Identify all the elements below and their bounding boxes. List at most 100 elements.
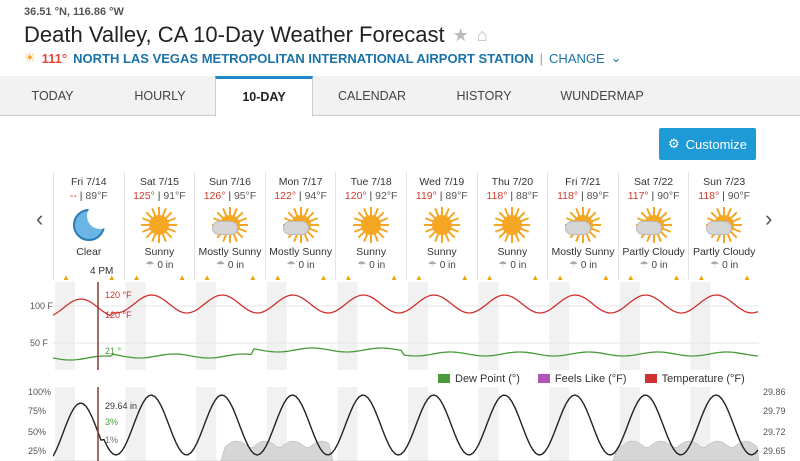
sun-markers: ▲ ▲ — [203, 273, 257, 282]
forecast-day[interactable]: Sun 7/16 126° | 95°F Mostly Sunny ☂ 0 in ▲ ▲ — [194, 172, 265, 282]
tab-10-day[interactable]: 10-DAY — [215, 76, 313, 117]
day-precip-value: 0 in — [439, 260, 456, 271]
day-high: 125° — [133, 190, 155, 202]
day-low: 89°F — [586, 190, 609, 202]
day-condition: Sunny — [426, 246, 457, 258]
chevron-down-icon[interactable]: ⌄ — [610, 50, 622, 65]
moon-icon — [69, 203, 113, 245]
cursor-time: 4 PM — [90, 266, 114, 277]
day-date: Fri 7/14 — [70, 176, 107, 188]
night-band — [125, 387, 146, 461]
day-high: 126° — [203, 190, 226, 202]
forecast-day[interactable]: Sat 7/22 117° | 90°F Partly Cloudy ☂ 0 in ▲ ▲ — [617, 172, 689, 282]
day-date: Wed 7/19 — [419, 176, 465, 188]
night-band — [619, 282, 640, 370]
sun-icon — [492, 205, 532, 245]
day-temps: 118° | 88°F — [486, 190, 539, 202]
customize-label: Customize — [685, 136, 748, 152]
tab-history[interactable]: HISTORY — [456, 89, 512, 103]
day-precip: ☂ 0 in — [407, 260, 477, 271]
day-precip-value: 0 in — [369, 260, 386, 271]
sun-markers: ▲ ▲ — [485, 273, 540, 282]
legend-dew-point[interactable]: Dew Point (°) — [438, 373, 520, 385]
night-band — [690, 282, 711, 370]
day-high: -- — [69, 190, 77, 202]
sun-markers: ▲ ▲ — [697, 273, 751, 282]
night-band — [196, 282, 217, 370]
night-band — [266, 282, 287, 370]
raindrop-icon: ☂ — [498, 260, 508, 271]
partly-cloudy-icon — [634, 205, 674, 245]
forecast-day[interactable]: Tue 7/18 120° | 92°F Sunny ☂ 0 in ▲ ▲ — [335, 172, 406, 282]
day-precip: ☂ 0 in — [619, 260, 689, 271]
tab-today[interactable]: TODAY — [31, 89, 74, 103]
forecast-day[interactable]: Fri 7/14 -- | 89°F Clear ▲ ▲ — [53, 172, 124, 282]
legend-swatch — [537, 374, 550, 383]
day-condition: Mostly Sunny — [198, 246, 262, 258]
day-high: 122° — [274, 190, 297, 202]
day-condition: Sunny — [497, 246, 528, 258]
day-date: Fri 7/21 — [565, 176, 601, 188]
tab-wundermap[interactable]: WUNDERMAP — [560, 89, 644, 103]
night-band — [125, 282, 146, 370]
coordinates: 36.51 °N, 116.86 °W — [24, 6, 124, 18]
day-date: Sat 7/22 — [634, 176, 674, 188]
y-tick-25pct: 25% — [28, 446, 47, 456]
day-low: 89°F — [445, 190, 468, 202]
day-condition: Sunny — [144, 246, 175, 258]
forecast-day[interactable]: Thu 7/20 118° | 88°F Sunny ☂ 0 in ▲ ▲ — [476, 172, 548, 282]
cursor-temp-label: 120 °F — [105, 290, 132, 300]
tab-calendar[interactable]: CALENDAR — [337, 89, 407, 103]
raindrop-icon: ☂ — [568, 260, 578, 271]
forecast-day[interactable]: Fri 7/21 118° | 89°F Mostly Sunny ☂ 0 in ▲ ▲ — [547, 172, 618, 282]
raindrop-icon: ☂ — [357, 260, 367, 271]
forecast-day[interactable]: Sat 7/15 125° | 91°F Sunny ☂ 0 in ▲ ▲ — [123, 172, 195, 282]
cursor-precip-label: 3% — [105, 417, 118, 427]
y-tick-100pct: 100% — [28, 387, 52, 397]
night-band — [549, 282, 570, 370]
sun-icon — [422, 205, 462, 245]
legend-feels-like[interactable]: Feels Like (°F) — [537, 373, 627, 385]
cursor-cloud-label: 1% — [105, 435, 118, 445]
day-high: 118° — [486, 190, 508, 202]
forecast-day[interactable]: Mon 7/17 122° | 94°F Mostly Sunny ☂ 0 in ▲ ▲ — [264, 172, 336, 282]
day-precip-value: 0 in — [651, 260, 668, 271]
tab-hourly[interactable]: HOURLY — [134, 89, 186, 103]
forecast-day[interactable]: Sun 7/23 118° | 90°F Partly Cloudy ☂ 0 in ▲ ▲ — [688, 172, 759, 282]
day-condition: Partly Cloudy — [692, 246, 756, 258]
chart-legend: Dew Point (°) Feels Like (°F) Temperatur… — [438, 373, 745, 385]
day-high: 119° — [415, 190, 437, 202]
day-condition: Mostly Sunny — [551, 246, 615, 258]
customize-button[interactable]: ⚙ Customize — [659, 128, 756, 160]
station-link[interactable]: NORTH LAS VEGAS METROPOLITAN INTERNATION… — [73, 50, 534, 66]
temperature-chart: 120 °F 120 °F 21 ° — [53, 282, 759, 370]
day-low: 88°F — [516, 190, 539, 202]
day-condition: Sunny — [356, 246, 387, 258]
legend-label: Feels Like (°F) — [554, 373, 627, 385]
raindrop-icon: ☂ — [215, 260, 225, 271]
pressure-chart: 29.64 in 3% 1% — [53, 387, 759, 461]
day-precip-value: 0 in — [157, 260, 174, 271]
day-precip: ☂ 0 in — [548, 260, 618, 271]
forecast-day[interactable]: Wed 7/19 119° | 89°F Sunny ☂ 0 in ▲ ▲ — [406, 172, 477, 282]
station-row: ☀ 111° NORTH LAS VEGAS METROPOLITAN INTE… — [24, 50, 622, 66]
sun-markers: ▲ ▲ — [132, 273, 187, 282]
prev-arrow-icon[interactable]: ‹ — [36, 206, 44, 231]
night-band — [266, 387, 287, 461]
y-tick-right-3: 29.65 — [763, 446, 786, 456]
star-icon[interactable]: ★ — [452, 25, 469, 45]
raindrop-icon: ☂ — [710, 260, 720, 271]
home-icon[interactable]: ⌂ — [476, 25, 488, 45]
day-low: 90°F — [657, 190, 680, 202]
night-band — [690, 387, 711, 461]
tab-bar: TODAY HOURLY 10-DAY CALENDAR HISTORY WUN… — [0, 76, 800, 117]
next-arrow-icon[interactable]: › — [765, 206, 773, 231]
partly-cloudy-icon — [704, 205, 744, 245]
page-title: Death Valley, CA 10-Day Weather Forecast — [24, 22, 445, 47]
legend-temperature[interactable]: Temperature (°F) — [644, 373, 745, 385]
change-location-link[interactable]: CHANGE — [549, 50, 605, 66]
separator: | — [539, 50, 544, 66]
day-precip-value: 0 in — [580, 260, 598, 271]
day-date: Thu 7/20 — [491, 176, 534, 188]
partly-sunny-icon — [563, 205, 603, 245]
